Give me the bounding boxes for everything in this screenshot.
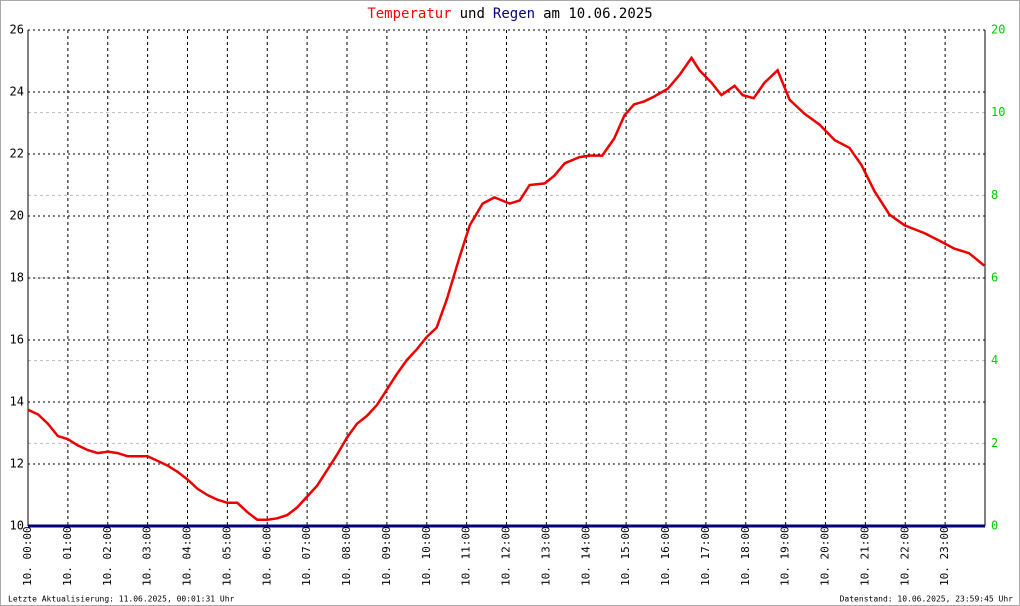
x-tick-label: 10. 17:00 <box>699 526 712 586</box>
x-tick-label: 10. 19:00 <box>779 526 792 586</box>
y-tick-label: 26 <box>10 23 24 37</box>
x-tick-label: 10. 22:00 <box>898 526 911 586</box>
y-tick-label: 10 <box>10 519 24 533</box>
y2-tick-label: 6 <box>991 271 998 285</box>
footer-right: Datenstand: 10.06.2025, 23:59:45 Uhr <box>840 595 1014 604</box>
title-part: und <box>460 6 485 22</box>
x-tick-label: 10. 23:00 <box>938 526 951 586</box>
y-tick-label: 14 <box>10 395 24 409</box>
x-tick-label: 10. 21:00 <box>858 526 871 586</box>
footer-left: Letzte Aktualisierung: 11.06.2025, 00:01… <box>8 595 235 604</box>
x-tick-label: 10. 05:00 <box>220 526 233 586</box>
y-tick-label: 22 <box>10 147 24 161</box>
x-tick-label: 10. 04:00 <box>181 526 194 586</box>
x-tick-label: 10. 08:00 <box>340 526 353 586</box>
x-tick-label: 10. 01:00 <box>61 526 74 586</box>
y2-tick-label: 8 <box>991 188 998 202</box>
x-tick-label: 10. 06:00 <box>260 526 273 586</box>
x-tick-label: 10. 11:00 <box>460 526 473 586</box>
title-part: am 10.06.2025 <box>543 6 653 22</box>
x-tick-label: 10. 14:00 <box>579 526 592 586</box>
x-tick-label: 10. 12:00 <box>500 526 513 586</box>
y2-tick-label: 2 <box>991 436 998 450</box>
y2-tick-label: 0 <box>991 519 998 533</box>
x-tick-label: 10. 13:00 <box>539 526 552 586</box>
y-tick-label: 18 <box>10 271 24 285</box>
x-tick-label: 10. 00:00 <box>21 526 34 586</box>
x-tick-label: 10. 20:00 <box>819 526 832 586</box>
y-tick-label: 16 <box>10 333 24 347</box>
x-tick-label: 10. 09:00 <box>380 526 393 586</box>
x-tick-label: 10. 03:00 <box>141 526 154 586</box>
title-part: Regen <box>493 6 535 22</box>
x-tick-label: 10. 10:00 <box>420 526 433 586</box>
y2-tick-label: 10 <box>991 105 1005 119</box>
y-tick-label: 20 <box>10 209 24 223</box>
plot <box>27 55 985 528</box>
x-tick-label: 10. 15:00 <box>619 526 632 586</box>
chart-title: Temperatur und Regen am 10.06.2025 <box>367 6 652 22</box>
x-tick-label: 10. 16:00 <box>659 526 672 586</box>
y2-tick-label: 4 <box>991 353 998 367</box>
y-tick-label: 12 <box>10 457 24 471</box>
x-tick-label: 10. 02:00 <box>101 526 114 586</box>
x-tick-label: 10. 18:00 <box>739 526 752 586</box>
y-tick-label: 24 <box>10 85 24 99</box>
series-line <box>27 55 985 522</box>
title-part: Temperatur <box>367 6 451 22</box>
y2-tick-label: 20 <box>991 23 1005 37</box>
x-tick-label: 10. 07:00 <box>300 526 313 586</box>
